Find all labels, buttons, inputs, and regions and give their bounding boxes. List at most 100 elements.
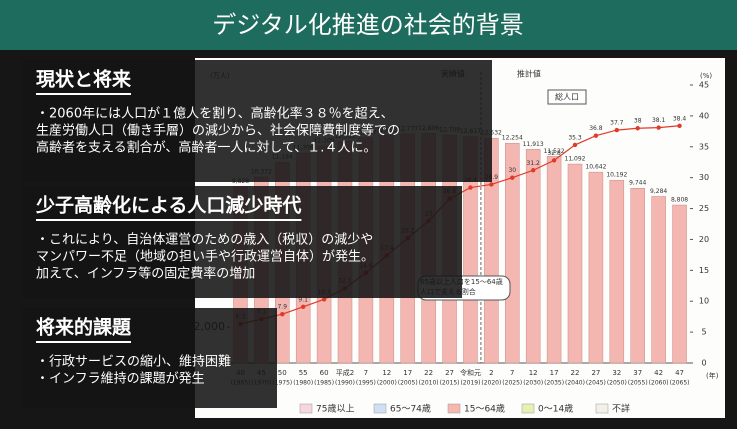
- ratio-point: [635, 126, 640, 131]
- x-year-label: (1985): [314, 380, 334, 387]
- bar: [672, 204, 687, 364]
- ratio-point: [593, 133, 599, 138]
- section-line: 高齢者を支える割合が、高齢者一人に対して、１.４人に。: [36, 140, 376, 156]
- x-tick-label: 17: [403, 369, 412, 377]
- ratio-point: [530, 168, 536, 173]
- ratio-point: [551, 158, 557, 163]
- bar: [505, 142, 520, 364]
- ratio-point: [468, 185, 473, 190]
- bar: [525, 149, 541, 364]
- ratio-point: [572, 142, 578, 148]
- legend-label: 不詳: [612, 403, 630, 415]
- section-line: ・2060年には人口が１億人を割り、高齢化率３８％を超え、: [36, 106, 394, 122]
- x-year-label: (2045): [586, 380, 606, 387]
- legend-label: 75歳以上: [316, 403, 354, 415]
- ratio-point: [510, 175, 515, 180]
- x-year-label: (2035): [544, 380, 564, 387]
- bar-label: 11,913: [523, 141, 544, 148]
- ratio-label: 38.1: [652, 117, 666, 124]
- bar: [588, 171, 604, 364]
- y2-tick-label: 0: [701, 359, 706, 368]
- y2-tick-label: 25: [699, 204, 709, 213]
- x-year-label: (2040): [565, 380, 585, 387]
- section-line: 加えて、インフラ等の固定費率の増加: [36, 266, 255, 282]
- legend-swatch: [299, 403, 313, 414]
- legend-swatch: [447, 403, 461, 414]
- ratio-label: 38: [634, 118, 642, 125]
- x-tick-label: 32: [612, 369, 621, 377]
- title: デジタル化推進の社会的背景: [212, 11, 524, 39]
- x-year-label: (1990): [335, 380, 355, 387]
- x-tick-label: 22: [571, 369, 580, 377]
- x-year-label: (2065): [670, 380, 690, 387]
- section-heading: 現状と将来: [36, 68, 131, 91]
- x-year-label: (2000): [377, 380, 397, 387]
- y2-tick-label: 35: [699, 142, 709, 151]
- section-line: マンパワー不足（地域の担い手や行政運営自体）が発生。: [36, 250, 374, 265]
- x-year-label: (2025): [502, 380, 522, 387]
- x-year-label: (2020): [481, 380, 501, 387]
- x-year-label: (2010): [419, 380, 439, 387]
- bar-label: 9,744: [629, 180, 646, 187]
- bar-label: 9,284: [650, 188, 667, 195]
- bar-label: 11,522: [544, 148, 565, 155]
- legend-label: 0～14歳: [538, 403, 573, 415]
- x-tick-label: 50: [278, 369, 287, 377]
- bar: [630, 187, 645, 364]
- ratio-label: 35.3: [568, 134, 582, 141]
- ratio-label: 9.1: [298, 296, 308, 303]
- section-heading: 少子高齢化による人口減少時代: [35, 194, 301, 217]
- x-unit: (年): [706, 371, 719, 380]
- x-tick-label: 27: [591, 369, 600, 377]
- x-tick-label: 55: [299, 369, 308, 377]
- bar-label: 8,808: [671, 197, 688, 204]
- x-year-label: (1975): [272, 380, 292, 387]
- legend-swatch: [373, 403, 387, 414]
- ratio-label: 32.8: [547, 150, 561, 157]
- ratio-label: 30: [508, 167, 516, 174]
- section-panel: [22, 186, 462, 298]
- section-line: ・これにより、自治体運営のための歳入（税収）の減少や: [36, 232, 373, 248]
- y2-tick-label: 5: [701, 328, 706, 337]
- x-tick-label: 平成2: [336, 368, 354, 377]
- x-tick-label: 7: [510, 369, 514, 377]
- ratio-label: 36.8: [589, 125, 603, 132]
- x-year-label: (2030): [523, 380, 543, 387]
- x-year-label: (2015): [440, 380, 460, 387]
- bar-label: 10,192: [606, 172, 627, 179]
- ratio-point: [489, 182, 494, 187]
- bar: [651, 196, 666, 364]
- x-year-label: (2019): [460, 380, 480, 387]
- bar: [546, 156, 562, 364]
- x-year-label: (2050): [607, 380, 627, 387]
- section-line: ・インフラ維持の課題が発生: [36, 371, 205, 387]
- bar-label: 11,092: [565, 156, 586, 163]
- ratio-label: 38.4: [673, 115, 687, 122]
- ratio-point: [300, 304, 306, 309]
- x-tick-label: 47: [675, 369, 684, 377]
- y2-tick-label: 20: [699, 235, 709, 244]
- annotation: 総人口: [555, 92, 579, 102]
- y2-tick-label: 45: [699, 81, 709, 90]
- legend-label: 15～64歳: [464, 403, 505, 415]
- x-tick-label: 17: [550, 369, 559, 377]
- x-tick-label: 12: [529, 369, 538, 377]
- x-tick-label: 12: [382, 369, 391, 377]
- y2-tick-label: 30: [699, 173, 709, 182]
- x-tick-label: 42: [654, 369, 663, 377]
- x-year-label: (2060): [649, 380, 669, 387]
- y2-unit: (%): [700, 72, 712, 80]
- ratio-point: [677, 123, 682, 128]
- ratio-label: 31.2: [527, 160, 541, 167]
- y2-tick-label: 15: [699, 266, 709, 275]
- bar: [567, 163, 583, 364]
- bar-label: 10,642: [585, 164, 606, 171]
- x-tick-label: 37: [633, 369, 642, 377]
- x-tick-label: 2: [489, 369, 493, 377]
- legend-swatch: [521, 403, 535, 414]
- x-year-label: (2055): [628, 380, 648, 387]
- y2-tick-label: 10: [699, 297, 709, 306]
- y2-tick-label: 40: [699, 111, 709, 120]
- x-tick-label: 令和元: [460, 368, 481, 377]
